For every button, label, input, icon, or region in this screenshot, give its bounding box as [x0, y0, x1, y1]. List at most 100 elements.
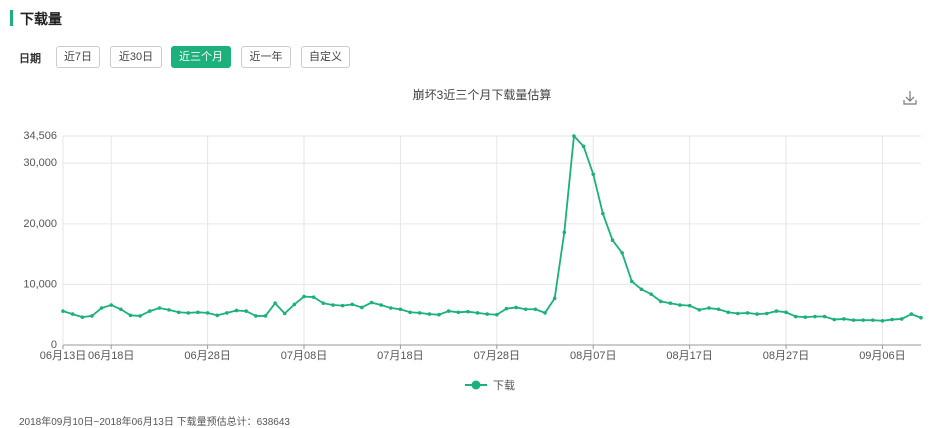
legend-label: 下载: [493, 379, 515, 392]
data-point: [138, 314, 142, 318]
data-point: [880, 318, 885, 323]
data-point: [601, 211, 605, 216]
data-point: [668, 301, 673, 306]
data-point: [495, 312, 499, 317]
data-point: [620, 251, 624, 255]
data-point: [764, 311, 769, 316]
data-point: [899, 317, 904, 321]
data-point: [697, 308, 702, 312]
data-point: [822, 314, 827, 319]
data-point: [745, 311, 750, 315]
data-point: [244, 309, 248, 313]
data-point: [196, 310, 200, 315]
data-point: [629, 279, 634, 284]
filter-button[interactable]: 近30日: [110, 46, 162, 68]
data-point: [273, 301, 277, 306]
x-tick-label: 06月28日: [184, 350, 230, 362]
data-point: [687, 303, 692, 308]
data-point: [504, 306, 509, 311]
data-point: [581, 144, 586, 149]
data-point: [851, 318, 856, 322]
filter-button[interactable]: 近一年: [241, 46, 291, 68]
data-point: [408, 310, 412, 315]
data-point: [678, 303, 682, 307]
data-point: [215, 313, 220, 318]
data-point: [832, 317, 837, 322]
data-point: [109, 303, 114, 307]
data-point: [784, 310, 788, 315]
data-point: [919, 315, 923, 320]
data-point: [707, 306, 711, 310]
data-point: [774, 309, 779, 313]
data-point: [167, 308, 171, 312]
data-point: [90, 314, 94, 318]
data-point: [466, 309, 470, 314]
data-point: [350, 302, 355, 307]
data-point: [340, 303, 345, 308]
data-point: [427, 312, 432, 316]
data-point: [302, 294, 306, 299]
x-tick-label: 08月07日: [570, 350, 616, 362]
data-point: [360, 305, 364, 310]
data-point: [861, 318, 865, 322]
data-point: [417, 311, 422, 315]
filter-button[interactable]: 近三个月: [171, 46, 231, 68]
data-point: [736, 311, 740, 316]
y-tick-label: 20,000: [23, 218, 57, 230]
x-tick-label: 07月18日: [377, 350, 423, 362]
data-point: [572, 134, 576, 138]
data-point: [716, 307, 721, 312]
data-point: [639, 287, 644, 292]
data-point: [437, 312, 441, 317]
data-point: [61, 309, 65, 313]
data-point: [523, 307, 528, 312]
data-point: [552, 296, 557, 301]
data-point: [311, 295, 316, 299]
filter-button[interactable]: 近7日: [56, 46, 100, 68]
data-point: [205, 311, 210, 315]
x-tick-label: 09月06日: [859, 350, 905, 362]
data-point: [890, 317, 894, 322]
data-point: [234, 308, 239, 313]
data-point: [99, 306, 104, 310]
data-point: [870, 318, 875, 322]
x-tick-label: 07月08日: [281, 350, 327, 362]
data-point: [379, 303, 383, 307]
x-tick-label: 08月27日: [763, 350, 809, 362]
data-point: [591, 172, 596, 176]
data-point: [80, 315, 85, 319]
data-point: [485, 312, 489, 316]
data-point: [803, 315, 808, 319]
x-tick-label: 08月17日: [666, 350, 712, 362]
filter-label: 日期: [19, 53, 41, 65]
data-point: [321, 301, 326, 306]
data-point: [176, 310, 181, 315]
data-point: [456, 310, 461, 315]
data-point: [398, 307, 403, 312]
data-point: [186, 311, 191, 315]
y-tick-label: 10,000: [23, 278, 57, 290]
footer: 2018年09月10日~2018年06月13日 下载量预估总计：638643: [19, 417, 290, 428]
data-point: [157, 306, 162, 310]
data-point: [726, 310, 730, 315]
data-point: [475, 311, 480, 315]
data-point: [755, 312, 759, 316]
filter-button[interactable]: 自定义: [301, 46, 350, 68]
data-point: [813, 314, 817, 319]
data-point: [562, 230, 567, 235]
x-tick-label: 06月13日: [40, 350, 86, 362]
data-point: [649, 292, 653, 296]
data-point: [842, 317, 846, 321]
data-point: [658, 299, 663, 304]
data-point: [225, 311, 229, 315]
data-point: [533, 307, 538, 312]
legend-marker: [471, 380, 481, 390]
data-point: [514, 305, 518, 310]
data-point: [909, 312, 914, 316]
section-title: 下载量: [20, 11, 62, 27]
data-point: [128, 313, 133, 318]
download-icon[interactable]: [903, 91, 917, 105]
data-point: [70, 312, 75, 316]
